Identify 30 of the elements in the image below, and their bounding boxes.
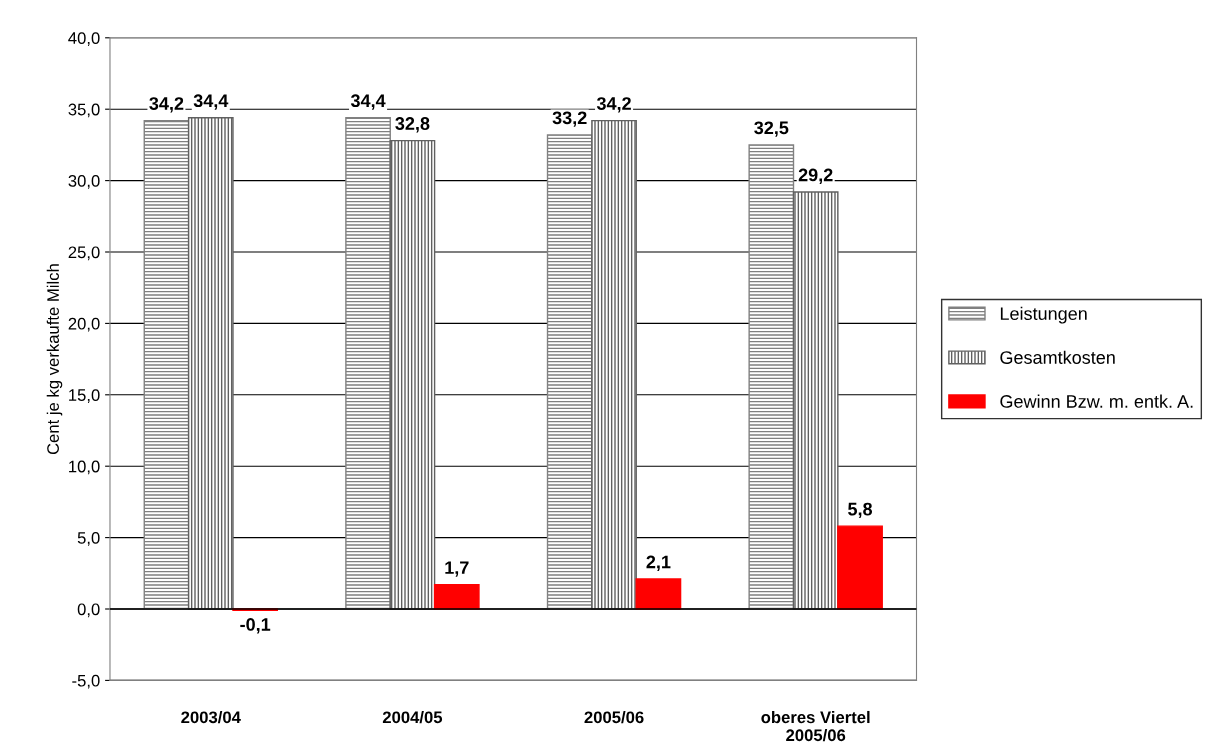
legend-label: Leistungen bbox=[1000, 306, 1087, 324]
y-tick-label: 30,0 bbox=[68, 175, 100, 189]
y-tick-label: 40,0 bbox=[68, 32, 100, 46]
data-label: 34,2 bbox=[596, 97, 631, 113]
data-label: 34,4 bbox=[193, 94, 229, 110]
y-axis-title: Cent je kg verkaufte Milch bbox=[46, 264, 63, 455]
legend-label: Gesamtkosten bbox=[1000, 350, 1115, 364]
x-tick-label: oberes Viertel 2005/06 bbox=[761, 710, 870, 742]
data-label: 34,4 bbox=[350, 94, 386, 110]
data-label: 5,8 bbox=[848, 502, 873, 519]
data-label: 33,2 bbox=[552, 111, 587, 127]
y-tick-label: 15,0 bbox=[69, 389, 100, 403]
legend-label: Gewinn Bzw. m. entk. A. bbox=[1000, 394, 1193, 408]
data-label: 29,2 bbox=[798, 168, 833, 184]
x-tick-label: 2005/06 bbox=[584, 710, 644, 724]
y-tick-label: 25,0 bbox=[68, 246, 100, 261]
data-label: -0,1 bbox=[240, 618, 271, 634]
y-tick-label: -5,0 bbox=[72, 674, 100, 689]
y-tick-label: 5,0 bbox=[77, 532, 100, 546]
y-tick-label: 10,0 bbox=[69, 460, 100, 475]
x-tick-label: 2003/04 bbox=[181, 710, 241, 724]
data-label: 32,8 bbox=[395, 117, 430, 133]
data-label: 1,7 bbox=[445, 561, 469, 577]
y-tick-label: 0,0 bbox=[77, 603, 100, 618]
data-label: 2,1 bbox=[646, 555, 671, 571]
x-tick-label: 2004/05 bbox=[382, 710, 443, 724]
y-tick-label: 20,0 bbox=[68, 317, 100, 332]
y-tick-label: 35,0 bbox=[68, 103, 100, 118]
data-label: 32,5 bbox=[754, 121, 789, 137]
data-label: 34,2 bbox=[149, 97, 184, 113]
